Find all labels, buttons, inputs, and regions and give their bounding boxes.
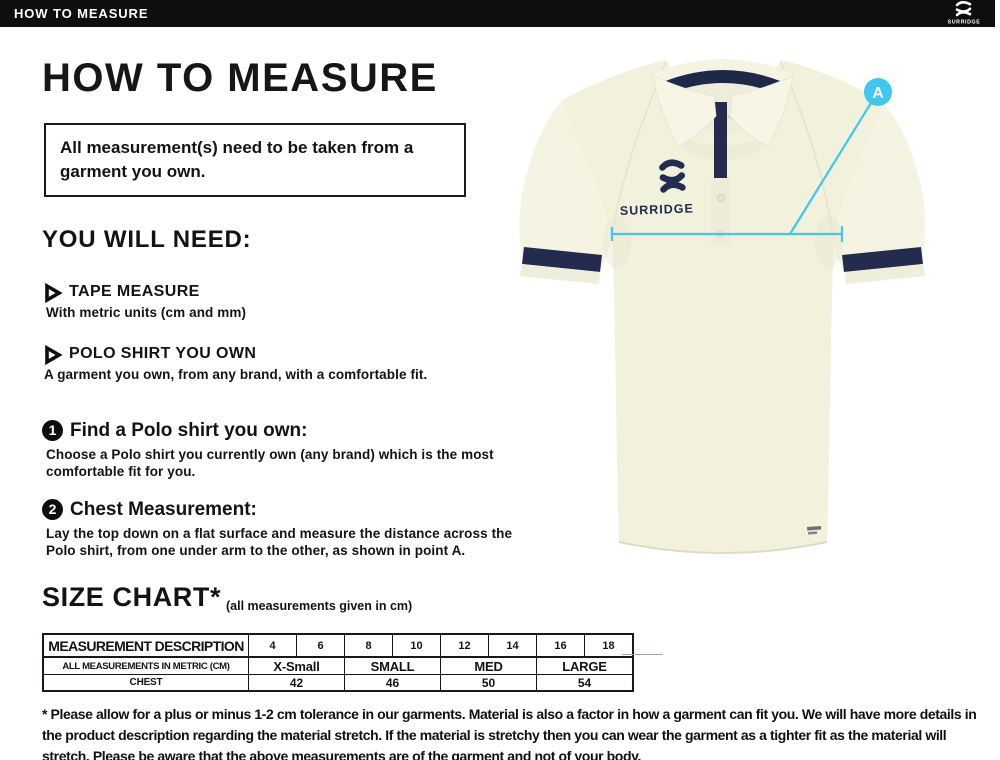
step-description: Lay the top down on a flat surface and m…: [46, 526, 513, 558]
need-item-title: POLO SHIRT YOU OWN: [69, 345, 257, 362]
table-value-cell: 54: [536, 674, 634, 692]
need-item-title: TAPE MEASURE: [69, 283, 200, 300]
polo-shirt-diagram: SURRIDGE SURRIDGE: [519, 59, 926, 554]
table-size-cell: 18: [584, 633, 634, 658]
shirt-collar: SURRIDGE: [652, 59, 794, 245]
step-number-badge: 1: [42, 420, 63, 441]
shirt-placket: [711, 177, 730, 245]
size-chart-heading: SIZE CHART*: [42, 582, 222, 612]
table-row: MEASUREMENT DESCRIPTION 4 6 8 10 12 14 1…: [42, 633, 634, 658]
step-title: Chest Measurement:: [70, 499, 257, 520]
table-header-cell: MEASUREMENT DESCRIPTION: [42, 633, 249, 658]
measurement-point-a-marker: A: [864, 78, 892, 106]
size-chart-subheading: (all measurements given in cm): [226, 599, 413, 613]
table-value-cell: 50: [440, 674, 537, 692]
table-value-cell: 46: [344, 674, 441, 692]
table-size-cell: 8: [344, 633, 393, 658]
hem-print-mark: [807, 526, 822, 535]
table-size-cell: 4: [248, 633, 297, 658]
size-chart-table: MEASUREMENT DESCRIPTION 4 6 8 10 12 14 1…: [42, 633, 634, 692]
chest-brand-text: SURRIDGE: [620, 201, 694, 218]
step-number-badge: 2: [42, 499, 63, 520]
table-size-cell: 12: [440, 633, 489, 658]
table-row: ALL MEASUREMENTS IN METRIC (CM) X-Small …: [42, 656, 634, 675]
marker-label: A: [872, 85, 884, 102]
table-value-cell: 42: [248, 674, 345, 692]
need-item-description: A garment you own, from any brand, with …: [44, 367, 428, 382]
shirt-right-sleeve: [831, 104, 926, 284]
need-item-description: With metric units (cm and mm): [46, 305, 247, 320]
table-size-cell: 16: [536, 633, 585, 658]
you-will-need-heading: YOU WILL NEED:: [42, 226, 252, 253]
top-bar-title: HOW TO MEASURE: [14, 6, 149, 21]
page-title: HOW TO MEASURE: [42, 56, 438, 100]
table-row-label-cell: CHEST: [42, 674, 249, 692]
table-size-group-cell: MED: [440, 656, 537, 675]
step-title: Find a Polo shirt you own:: [70, 420, 308, 441]
shirt-body: [561, 60, 884, 554]
table-size-cell: 14: [488, 633, 537, 658]
chest-brand-logo: SURRIDGE: [620, 159, 694, 218]
top-bar: HOW TO MEASURE SURRIDGE: [0, 0, 995, 27]
chest-measurement-line: [610, 102, 872, 242]
triangle-bullet-icon: [45, 283, 62, 303]
triangle-bullet-icon: [45, 345, 62, 365]
table-header-cell: ALL MEASUREMENTS IN METRIC (CM): [42, 656, 249, 675]
table-size-group-cell: SMALL: [344, 656, 441, 675]
table-size-group-cell: X-Small: [248, 656, 345, 675]
table-edge-line: [622, 654, 663, 655]
measurement-notice-box: All measurement(s) need to be taken from…: [44, 123, 466, 197]
shirt-button: [717, 194, 725, 202]
table-size-cell: 6: [296, 633, 345, 658]
disclaimer-text: * Please allow for a plus or minus 1-2 c…: [42, 706, 977, 760]
step-description: Choose a Polo shirt you currently own (a…: [46, 447, 494, 479]
table-size-cell: 10: [392, 633, 441, 658]
surridge-logo-icon: SURRIDGE: [948, 1, 981, 26]
topbar-brand-text: SURRIDGE: [948, 20, 981, 26]
table-size-group-cell: LARGE: [536, 656, 634, 675]
table-row: CHEST 42 46 50 54: [42, 674, 634, 692]
shirt-left-sleeve: [519, 102, 612, 284]
